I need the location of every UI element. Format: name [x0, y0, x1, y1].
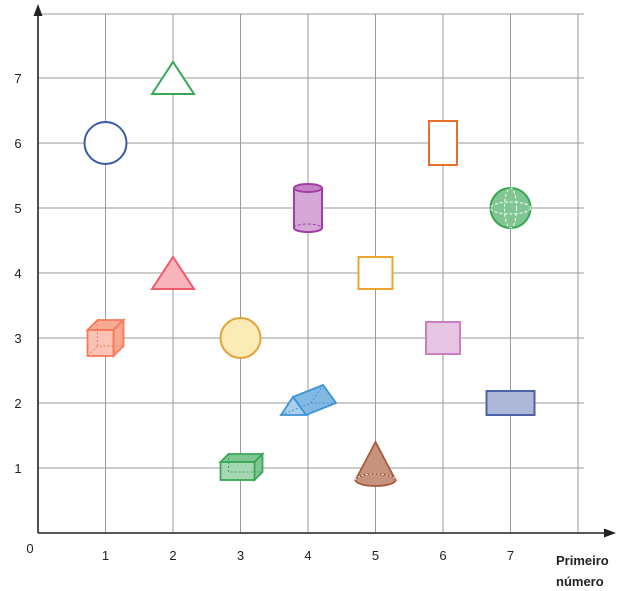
x-tick-label: 1	[102, 548, 109, 563]
cube-icon	[85, 317, 126, 359]
sphere-icon	[489, 187, 532, 229]
x-tick-label: 7	[507, 548, 514, 563]
grid-lines	[38, 13, 584, 533]
square-filled-icon	[425, 321, 461, 355]
rectangular-prism-icon	[218, 451, 265, 483]
y-tick-label: 1	[14, 461, 21, 476]
triangle-outline-icon	[150, 60, 196, 95]
tick-labels: 1 2 3 4 5 6 7 1 2 3 4 5 6 7	[14, 71, 514, 563]
x-axis-title-line1: Primeiro	[556, 553, 609, 568]
origin-label: 0	[26, 541, 33, 556]
y-axis-arrow-icon	[33, 4, 43, 16]
x-tick-label: 3	[237, 548, 244, 563]
y-tick-label: 2	[14, 396, 21, 411]
y-tick-label: 5	[14, 201, 21, 216]
y-tick-label: 6	[14, 136, 21, 151]
square-outline-icon	[357, 256, 394, 290]
shape-markers	[83, 60, 536, 487]
rectangle-filled-icon	[485, 390, 536, 416]
circle-filled-icon	[219, 317, 262, 359]
x-axis-arrow-icon	[604, 528, 616, 538]
x-tick-label: 5	[372, 548, 379, 563]
triangular-prism-icon	[279, 383, 338, 417]
circle-outline-icon	[83, 121, 128, 165]
x-tick-label: 2	[169, 548, 176, 563]
y-tick-label: 4	[14, 266, 21, 281]
rectangle-outline-icon	[428, 120, 458, 166]
triangle-filled-icon	[150, 255, 196, 290]
x-tick-label: 6	[439, 548, 446, 563]
y-tick-label: 7	[14, 71, 21, 86]
axes	[33, 4, 616, 538]
x-axis-title-line2: número	[556, 574, 604, 589]
cylinder-icon	[293, 183, 323, 233]
cone-icon	[354, 440, 397, 487]
x-tick-label: 4	[304, 548, 311, 563]
y-tick-label: 3	[14, 331, 21, 346]
